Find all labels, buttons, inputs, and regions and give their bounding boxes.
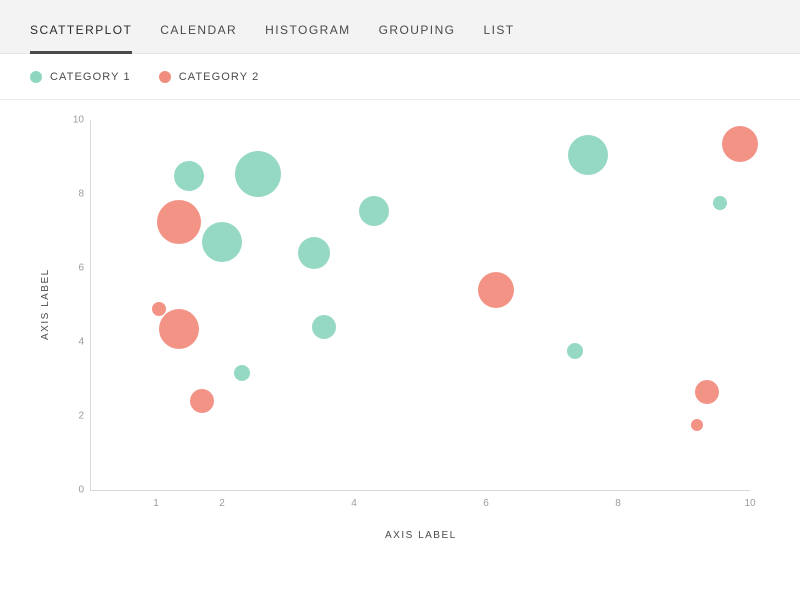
data-point[interactable] (722, 126, 758, 162)
x-tick: 6 (483, 498, 489, 509)
legend-swatch-2 (159, 71, 171, 83)
x-tick: 1 (153, 498, 159, 509)
y-tick: 10 (68, 115, 84, 126)
tab-histogram[interactable]: HISTOGRAM (265, 23, 350, 54)
legend-item-2[interactable]: CATEGORY 2 (159, 71, 260, 83)
x-axis-label: AXIS LABEL (385, 530, 457, 541)
data-point[interactable] (159, 309, 199, 349)
data-point[interactable] (695, 380, 719, 404)
legend-bar: CATEGORY 1 CATEGORY 2 (0, 54, 800, 100)
data-point[interactable] (157, 200, 201, 244)
legend-label-2: CATEGORY 2 (179, 71, 260, 83)
data-point[interactable] (202, 222, 242, 262)
x-tick: 8 (615, 498, 621, 509)
tab-grouping[interactable]: GROUPING (379, 23, 456, 54)
y-tick: 4 (68, 337, 84, 348)
chart-area: 1 2 4 6 8 10 0 2 4 6 8 10 AXIS LABEL AXIS LABEL (0, 100, 800, 600)
tab-bar: SCATTERPLOT CALENDAR HISTOGRAM GROUPING LIST (0, 0, 800, 54)
data-point[interactable] (478, 272, 514, 308)
data-point[interactable] (312, 315, 336, 339)
y-tick: 2 (68, 411, 84, 422)
legend-item-1[interactable]: CATEGORY 1 (30, 71, 131, 83)
data-point[interactable] (298, 237, 330, 269)
data-point[interactable] (567, 343, 583, 359)
x-tick: 2 (219, 498, 225, 509)
y-tick: 8 (68, 189, 84, 200)
data-point[interactable] (235, 151, 281, 197)
x-tick: 10 (744, 498, 755, 509)
data-point[interactable] (190, 389, 214, 413)
data-point[interactable] (713, 196, 727, 210)
data-point[interactable] (568, 135, 608, 175)
data-point[interactable] (174, 161, 204, 191)
y-axis-label: AXIS LABEL (40, 268, 51, 340)
tab-scatterplot[interactable]: SCATTERPLOT (30, 23, 132, 54)
x-tick: 4 (351, 498, 357, 509)
legend-swatch-1 (30, 71, 42, 83)
tab-calendar[interactable]: CALENDAR (160, 23, 237, 54)
data-point[interactable] (234, 365, 250, 381)
data-point[interactable] (359, 196, 389, 226)
data-point[interactable] (691, 419, 703, 431)
x-axis-line (90, 490, 750, 491)
y-axis-line (90, 120, 91, 490)
tab-list[interactable]: LIST (483, 23, 514, 54)
y-tick: 0 (68, 485, 84, 496)
legend-label-1: CATEGORY 1 (50, 71, 131, 83)
data-point[interactable] (152, 302, 166, 316)
y-tick: 6 (68, 263, 84, 274)
